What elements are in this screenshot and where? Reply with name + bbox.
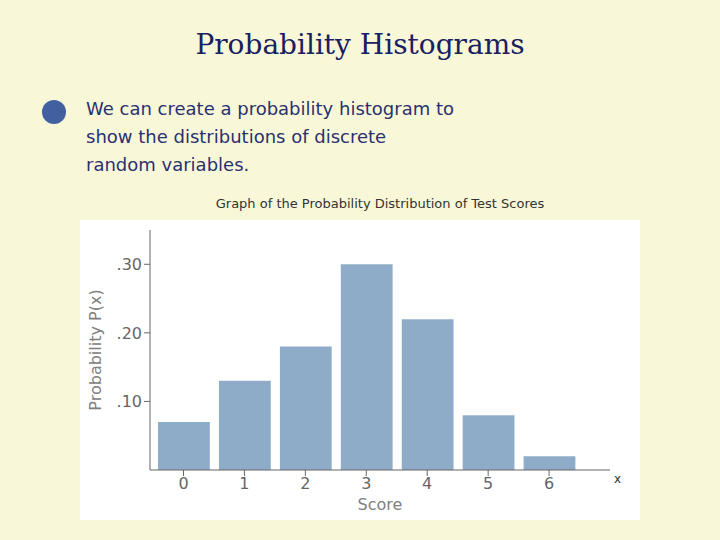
svg-text:0: 0 — [178, 474, 188, 493]
svg-text:.30: .30 — [117, 255, 142, 274]
svg-text:.10: .10 — [117, 392, 142, 411]
svg-text:4: 4 — [422, 474, 432, 493]
svg-text:1: 1 — [239, 474, 249, 493]
svg-text:Probability P(x): Probability P(x) — [86, 289, 105, 410]
html-text:Probability Histograms: Probability Histograms — [195, 28, 525, 61]
svg-text:3: 3 — [361, 474, 371, 493]
html-text:We can create a probability hi: We can create a probability histogram to — [86, 98, 454, 119]
html-text:x: x — [614, 472, 622, 486]
html-text:Graph of the Probability Distr: Graph of the Probability Distribution of… — [215, 196, 545, 211]
svg-text:2: 2 — [300, 474, 310, 493]
svg-text:Score: Score — [358, 495, 403, 514]
svg-text:6: 6 — [544, 474, 554, 493]
html-text:show the distributions of disc: show the distributions of discrete — [86, 126, 387, 147]
html-text:random variables.: random variables. — [86, 154, 250, 175]
svg-text:.20: .20 — [117, 324, 142, 343]
svg-text:5: 5 — [483, 474, 493, 493]
